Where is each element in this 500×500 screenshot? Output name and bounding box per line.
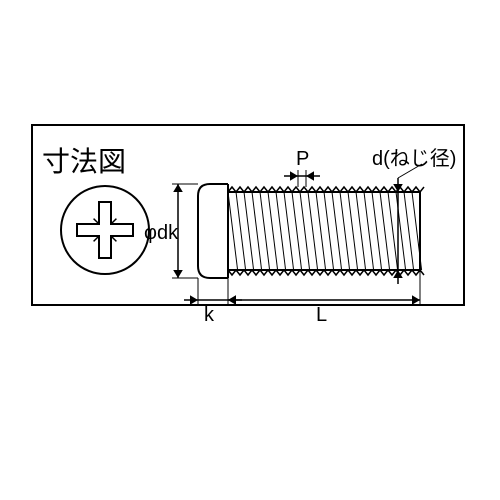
- label-k: k: [204, 304, 214, 327]
- label-phi-dk: φdk: [144, 222, 178, 245]
- label-L: L: [316, 304, 327, 327]
- label-P: P: [296, 148, 309, 171]
- label-d: d(ねじ径): [372, 142, 456, 171]
- diagram-svg: [0, 0, 500, 500]
- diagram-title: 寸法図: [42, 140, 126, 180]
